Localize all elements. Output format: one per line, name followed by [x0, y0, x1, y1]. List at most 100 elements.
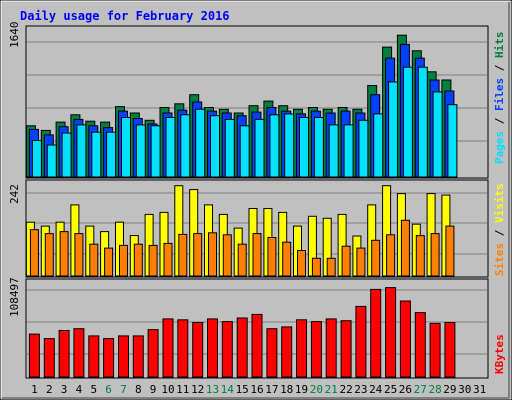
bar-sites-day-25 — [386, 234, 396, 277]
bar-pages-day-29 — [447, 104, 458, 178]
bar-pages-day-12 — [195, 108, 206, 178]
bar-kbytes-day-15 — [236, 317, 248, 378]
x-tick-label: 1 — [31, 383, 38, 396]
bar-pages-day-26 — [402, 66, 413, 178]
x-tick-label: 12 — [191, 383, 204, 396]
bar-sites-day-18 — [282, 241, 292, 277]
x-tick-label: 22 — [339, 383, 352, 396]
x-tick-label: 27 — [414, 383, 427, 396]
x-tick-label: 24 — [369, 383, 383, 396]
bar-kbytes-day-26 — [399, 300, 411, 378]
x-tick-label: 21 — [325, 383, 338, 396]
legend-visits: Visits — [493, 183, 506, 223]
x-tick-label: 6 — [105, 383, 112, 396]
bar-kbytes-day-1 — [28, 333, 40, 378]
bar-kbytes-day-27 — [414, 312, 426, 378]
bar-sites-day-4 — [74, 233, 84, 277]
x-tick-label: 13 — [206, 383, 219, 396]
bar-sites-day-29 — [445, 225, 455, 277]
bar-pages-day-27 — [417, 66, 428, 178]
bar-sites-day-28 — [430, 233, 440, 277]
bar-kbytes-day-25 — [385, 287, 397, 378]
bar-kbytes-day-14 — [221, 321, 233, 378]
bar-kbytes-day-9 — [147, 329, 159, 378]
x-tick-label: 3 — [61, 383, 68, 396]
bar-sites-day-3 — [59, 231, 69, 277]
bar-kbytes-day-4 — [73, 328, 85, 378]
x-tick-label: 18 — [280, 383, 293, 396]
bar-kbytes-day-16 — [251, 313, 263, 378]
chart-title: Daily usage for February 2016 — [20, 9, 230, 23]
bar-pages-day-14 — [224, 118, 235, 178]
bar-sites-day-24 — [371, 239, 381, 277]
bar-pages-day-19 — [299, 117, 309, 178]
bar-pages-day-17 — [269, 114, 280, 178]
bar-sites-day-26 — [400, 219, 410, 277]
bar-kbytes-day-7 — [118, 335, 129, 378]
x-tick-label: 31 — [473, 383, 486, 396]
bar-kbytes-day-5 — [88, 335, 100, 378]
bar-sites-day-1 — [29, 229, 39, 277]
bar-pages-day-20 — [313, 117, 324, 178]
x-tick-label: 8 — [135, 383, 142, 396]
legend-separator: / — [493, 223, 506, 243]
x-tick-label: 10 — [161, 383, 174, 396]
bar-sites-day-13 — [208, 232, 217, 277]
bar-sites-day-21 — [326, 257, 336, 277]
legend-sites: Sites — [493, 243, 506, 276]
bar-kbytes-day-28 — [429, 322, 441, 378]
x-tick-label: 16 — [250, 383, 263, 396]
bar-sites-day-6 — [104, 247, 114, 277]
bar-pages-day-21 — [328, 124, 339, 178]
x-tick-label: 28 — [428, 383, 441, 396]
bar-sites-day-16 — [252, 233, 262, 277]
bar-sites-day-14 — [222, 234, 232, 277]
bar-pages-day-28 — [432, 91, 443, 178]
panel-kbytes-ymax-label: 108497 — [8, 277, 21, 317]
bar-pages-day-8 — [135, 124, 146, 178]
panel-visits-ymax-label: 242 — [8, 184, 21, 204]
x-tick-label: 30 — [458, 383, 471, 396]
bar-sites-day-9 — [148, 244, 158, 277]
bar-pages-day-13 — [210, 115, 220, 178]
bar-sites-day-27 — [415, 235, 425, 277]
bar-pages-day-10 — [165, 117, 176, 178]
bar-sites-day-17 — [267, 237, 277, 277]
bar-pages-day-7 — [121, 117, 131, 178]
legend-separator: / — [493, 111, 506, 131]
bar-sites-day-7 — [119, 244, 128, 277]
bar-sites-day-15 — [237, 243, 247, 277]
bar-kbytes-day-22 — [340, 320, 352, 378]
panel-hits-legend: Pages / Files / Hits — [493, 32, 506, 165]
bar-kbytes-day-10 — [162, 318, 174, 378]
bar-kbytes-day-11 — [177, 319, 189, 378]
bar-pages-day-25 — [388, 81, 399, 178]
bar-sites-day-11 — [178, 233, 188, 277]
bar-kbytes-day-6 — [103, 338, 115, 378]
legend-kbytes: KBytes — [493, 334, 506, 374]
x-tick-label: 7 — [120, 383, 127, 396]
bar-pages-day-9 — [150, 125, 161, 178]
panel-kbytes-bars — [28, 287, 456, 378]
bar-pages-day-18 — [284, 113, 295, 178]
bar-pages-day-3 — [61, 132, 72, 178]
panel-visits-bars — [25, 185, 455, 277]
legend-hits: Hits — [493, 32, 506, 59]
x-tick-label: 14 — [221, 383, 235, 396]
panel-visits: 242 Sites / Visits — [8, 179, 506, 278]
panel-hits: 1640 Pages / Files / Hits — [8, 22, 506, 179]
bar-pages-day-22 — [343, 124, 354, 178]
bar-kbytes-day-23 — [355, 305, 367, 378]
bar-pages-day-16 — [254, 118, 265, 178]
x-tick-label: 15 — [236, 383, 249, 396]
bar-pages-day-4 — [76, 124, 87, 178]
bar-kbytes-day-8 — [132, 335, 144, 378]
bar-kbytes-day-3 — [58, 330, 70, 378]
x-tick-label: 26 — [399, 383, 412, 396]
bar-sites-day-22 — [341, 245, 351, 277]
x-tick-label: 29 — [443, 383, 456, 396]
bar-sites-day-23 — [356, 247, 366, 277]
x-tick-label: 25 — [384, 383, 397, 396]
x-tick-label: 4 — [76, 383, 83, 396]
